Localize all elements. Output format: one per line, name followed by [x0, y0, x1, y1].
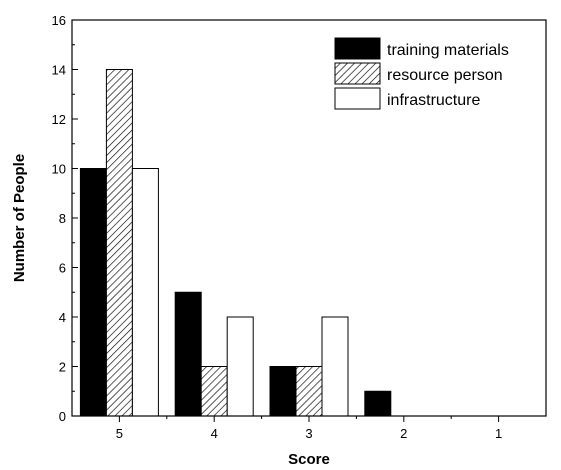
y-tick-label: 4	[59, 310, 66, 325]
y-tick-label: 12	[52, 112, 66, 127]
x-tick-label: 2	[400, 426, 407, 441]
y-tick-label: 2	[59, 360, 66, 375]
legend: training materials resource person infrast…	[334, 37, 509, 110]
x-tick-label: 4	[211, 426, 218, 441]
y-tick-label: 14	[52, 63, 66, 78]
legend-label: infrastructure	[387, 92, 480, 109]
y-axis-title: Number of People	[11, 154, 28, 282]
y-tick-label: 0	[59, 409, 66, 424]
y-tick-label: 16	[52, 13, 66, 28]
legend-swatch-infrastructure	[334, 87, 381, 110]
legend-swatch-training-materials	[334, 37, 381, 60]
x-axis-title: Score	[288, 451, 330, 468]
bar-infrastructure-score-4	[226, 316, 254, 417]
bar-resource-person-score-4	[200, 366, 228, 417]
y-tick-label: 10	[52, 162, 66, 177]
bar-training-materials-score-3	[269, 366, 297, 417]
bar-resource-person-score-5	[105, 69, 133, 417]
bars-layer	[79, 69, 392, 417]
bar-training-materials-score-4	[174, 291, 202, 417]
axes-layer: 0 2 4 6 8 10 12 14 16 5 4 3 2 1	[52, 13, 503, 441]
x-tick-label: 3	[305, 426, 312, 441]
x-tick-label: 1	[495, 426, 502, 441]
bar-infrastructure-score-3	[321, 316, 349, 417]
y-tick-label: 6	[59, 261, 66, 276]
y-tick-label: 8	[59, 211, 66, 226]
legend-label: training materials	[387, 42, 509, 59]
bar-training-materials-score-2	[364, 390, 392, 417]
bar-training-materials-score-5	[79, 168, 107, 417]
bar-resource-person-score-3	[295, 366, 323, 417]
legend-swatch-resource-person	[334, 62, 381, 85]
x-tick-label: 5	[116, 426, 123, 441]
legend-label: resource person	[387, 67, 503, 84]
bar-infrastructure-score-5	[131, 168, 159, 417]
